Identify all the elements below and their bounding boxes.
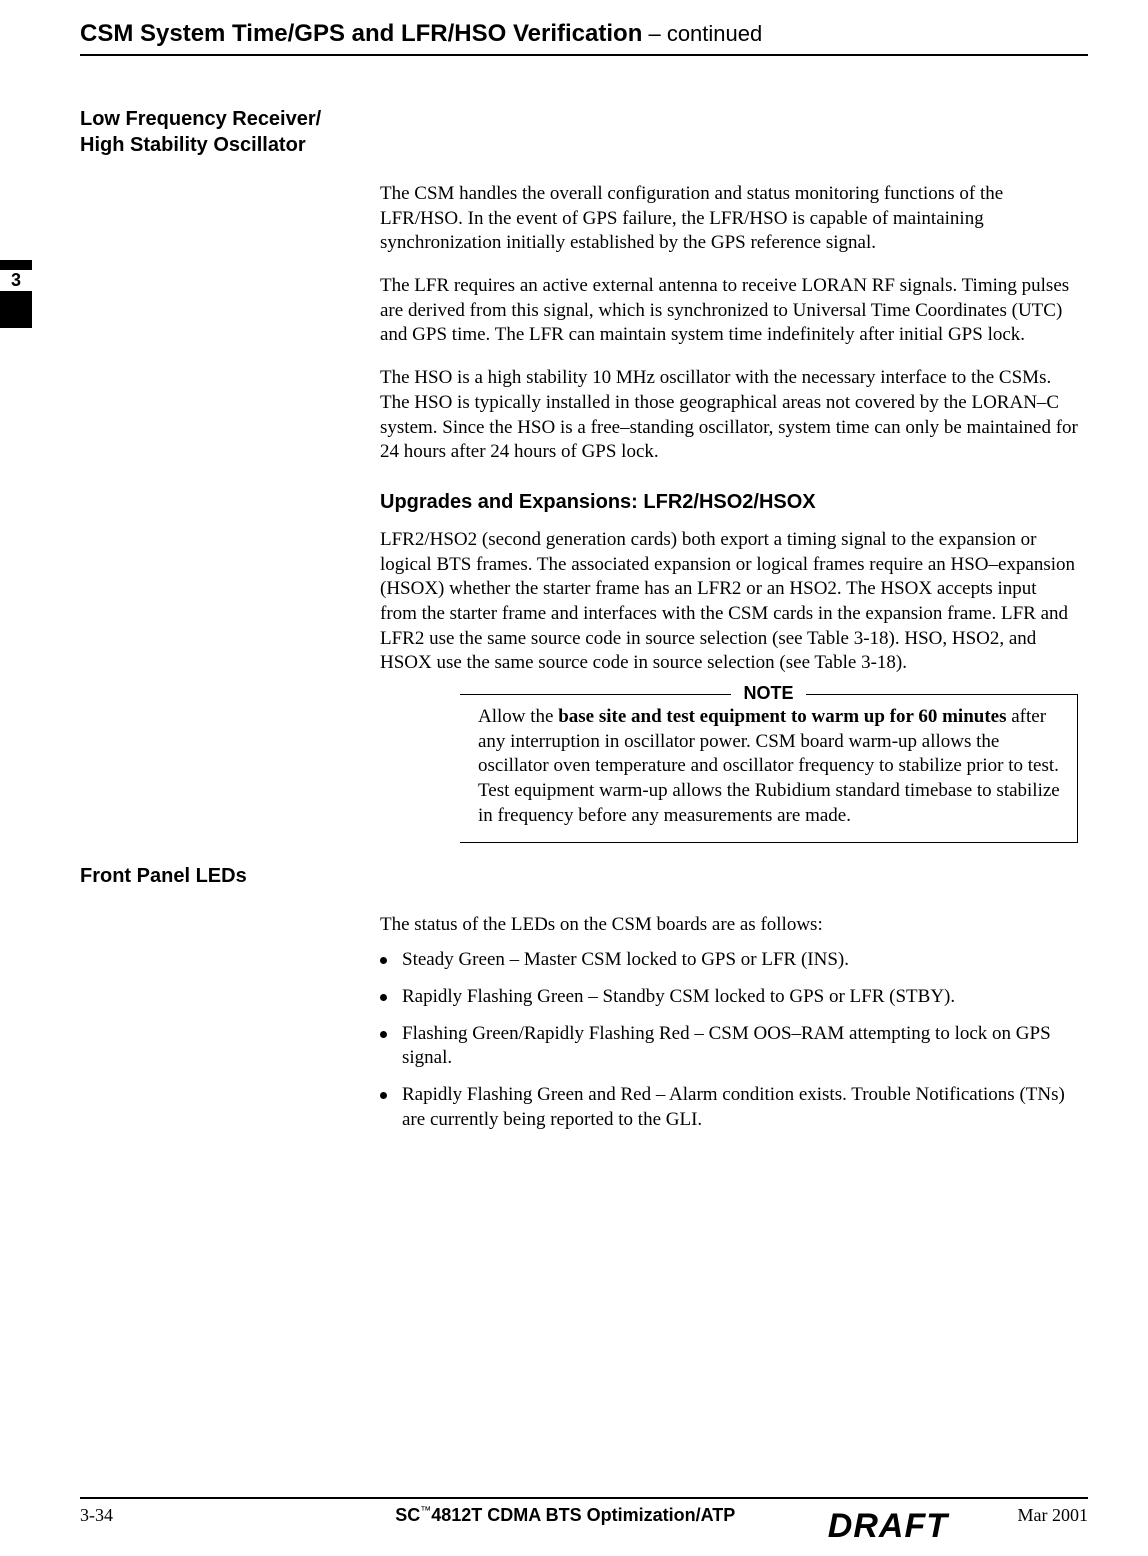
para-lfr-antenna: The LFR requires an active external ante…	[380, 274, 1078, 348]
note-label-wrap: NOTE	[460, 683, 1077, 704]
footer-rule	[80, 1497, 1088, 1499]
para-upgrades: LFR2/HSO2 (second generation cards) both…	[380, 528, 1078, 676]
sub-heading-upgrades: Upgrades and Expansions: LFR2/HSO2/HSOX	[380, 491, 1078, 514]
footer-center: SC™4812T CDMA BTS Optimization/ATP	[395, 1505, 735, 1526]
body-block-1: The CSM handles the overall configuratio…	[380, 182, 1078, 843]
chapter-tab-number: 3	[0, 270, 32, 291]
footer-tm: ™	[420, 1505, 431, 1517]
footer-center-suffix: 4812T CDMA BTS Optimization/ATP	[431, 1505, 735, 1525]
note-box: NOTE Allow the base site and test equipm…	[460, 694, 1078, 843]
draft-stamp: DRAFT	[828, 1507, 948, 1546]
note-prefix: Allow the	[478, 706, 558, 727]
footer-center-prefix: SC	[395, 1505, 420, 1525]
para-hso-oscillator: The HSO is a high stability 10 MHz oscil…	[380, 366, 1078, 465]
led-item: Flashing Green/Rapidly Flashing Red – CS…	[380, 1022, 1078, 1071]
footer-page-number: 3-34	[80, 1505, 113, 1526]
note-label: NOTE	[731, 683, 805, 703]
note-bold: base site and test equipment to warm up …	[558, 706, 1006, 727]
para-csm-overview: The CSM handles the overall configuratio…	[380, 182, 1078, 256]
page-header: CSM System Time/GPS and LFR/HSO Verifica…	[80, 20, 1088, 56]
section-heading-leds: Front Panel LEDs	[80, 863, 1088, 889]
led-status-list: Steady Green – Master CSM locked to GPS …	[380, 948, 1078, 1132]
note-text: Allow the base site and test equipment t…	[478, 705, 1065, 828]
led-item: Steady Green – Master CSM locked to GPS …	[380, 948, 1078, 973]
leds-intro: The status of the LEDs on the CSM boards…	[380, 913, 1078, 938]
footer-date: Mar 2001	[1017, 1505, 1088, 1526]
led-item: Rapidly Flashing Green and Red – Alarm c…	[380, 1083, 1078, 1132]
page-title-main: CSM System Time/GPS and LFR/HSO Verifica…	[80, 20, 642, 47]
section-heading-lfr-hso: Low Frequency Receiver/ High Stability O…	[80, 106, 1088, 158]
heading-line-2: High Stability Oscillator	[80, 134, 306, 156]
body-block-2: The status of the LEDs on the CSM boards…	[380, 913, 1078, 1132]
led-item: Rapidly Flashing Green – Standby CSM loc…	[380, 985, 1078, 1010]
heading-line-1: Low Frequency Receiver/	[80, 108, 321, 130]
page-title-suffix: – continued	[642, 21, 762, 46]
